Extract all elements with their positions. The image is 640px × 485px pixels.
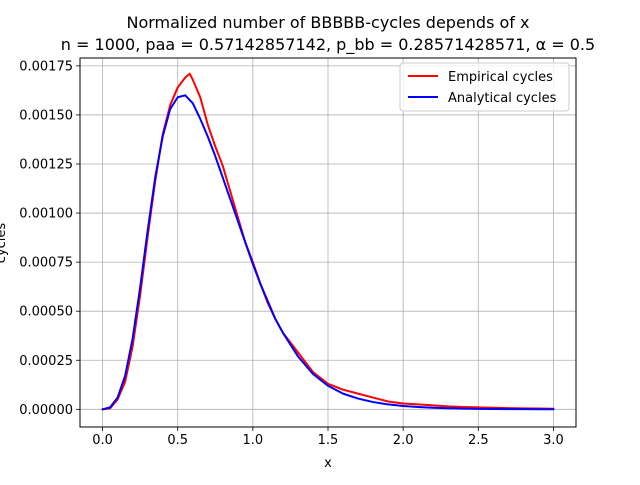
x-tick-label: 0.5 (167, 433, 188, 448)
x-tick-label: 2.0 (393, 433, 414, 448)
x-tick-label: 2.5 (468, 433, 489, 448)
legend-label-empirical: Empirical cycles (448, 70, 553, 85)
y-tick-label: 0.00000 (19, 403, 73, 418)
ticks: 0.0 0.5 1.0 1.5 2.0 2.5 3.0 0.00000 0.00025 0.000… (19, 59, 564, 448)
analytical-cycles-line (101, 94, 555, 411)
chart-subtitle: n = 1000, paa = 0.57142857142, p_bb = 0.… (61, 35, 595, 55)
legend-label-analytical: Analytical cycles (448, 91, 557, 106)
x-tick-label: 1.5 (318, 433, 339, 448)
legend: Empirical cycles Analytical cycles (399, 62, 570, 112)
y-axis-label: cycles (0, 223, 9, 264)
y-tick-label: 0.00100 (19, 207, 73, 222)
series-layer (101, 72, 555, 411)
legend-box (399, 62, 570, 112)
y-tick-label: 0.00175 (19, 59, 73, 74)
chart-title: Normalized number of BBBBB-cycles depend… (127, 13, 530, 32)
x-tick-label: 1.0 (243, 433, 264, 448)
y-tick-label: 0.00075 (19, 256, 73, 271)
x-axis-label: x (324, 456, 332, 471)
y-tick-label: 0.00025 (19, 354, 73, 369)
y-tick-label: 0.00125 (19, 157, 73, 172)
x-tick-label: 3.0 (543, 433, 564, 448)
y-tick-label: 0.00050 (19, 305, 73, 320)
x-tick-label: 0.0 (92, 433, 113, 448)
y-tick-label: 0.00150 (19, 108, 73, 123)
